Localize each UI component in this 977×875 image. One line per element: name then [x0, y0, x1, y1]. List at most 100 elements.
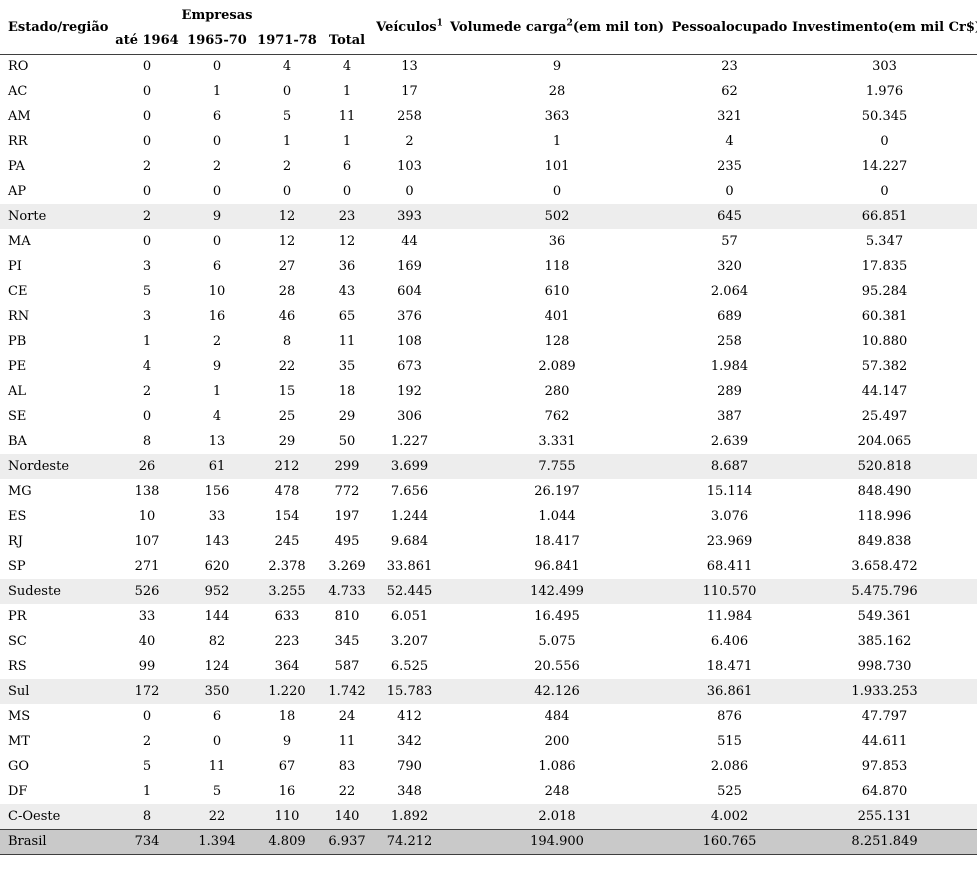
- table-cell: 0: [212, 59, 222, 75]
- table-cell: 525: [717, 784, 742, 799]
- row-label: PE: [8, 359, 27, 374]
- table-cell: 107: [134, 534, 160, 549]
- table-cell: 42.126: [534, 684, 580, 699]
- table-cell: 849.838: [857, 534, 912, 549]
- column-header-volume-carga: Volumede carga2(em mil ton): [447, 2, 668, 55]
- table-cell: 0: [880, 184, 889, 199]
- table-cell: 138: [134, 484, 160, 499]
- table-cell: 44: [401, 234, 418, 249]
- table-cell: 101: [544, 159, 570, 174]
- table-row-rs: RS 99 124 364 587 6.525 20.556 18.471 998.730: [0, 654, 977, 679]
- table-row-norte: Norte 2 9 12 23 393 502 645 66.851: [0, 204, 977, 229]
- table-cell: 60.381: [861, 309, 908, 324]
- table-cell: 620: [204, 559, 230, 574]
- row-label: AM: [8, 109, 31, 124]
- table-cell: 44.147: [861, 384, 908, 399]
- table-cell: 12: [278, 234, 296, 249]
- table-row-pr: PR 33 144 633 810 6.051 16.495 11.984 549.361: [0, 604, 977, 629]
- table-cell: 33.861: [386, 559, 433, 574]
- table-row-am: AM 0 6 5 11 258 363 321 50.345: [0, 104, 977, 129]
- table-cell: 4.733: [328, 584, 366, 599]
- table-cell: 549.361: [857, 609, 912, 624]
- table-cell: 0: [142, 234, 152, 249]
- table-row-mg: MG 138 156 478 772 7.656 26.197 15.114 848.490: [0, 479, 977, 504]
- table-cell: 200: [544, 734, 570, 749]
- veiculos-footnote-marker: 1: [436, 18, 443, 29]
- table-cell: 13: [401, 59, 418, 75]
- table-cell: 99: [138, 659, 156, 674]
- table-cell: 520.818: [857, 459, 912, 474]
- table-cell: 12: [278, 209, 296, 224]
- table-cell: 790: [397, 759, 422, 774]
- table-cell: 526: [134, 584, 160, 599]
- page: Estado/região Empresas Total Veículos1 V…: [0, 2, 977, 855]
- row-label: PI: [8, 259, 22, 274]
- table-cell: 2: [212, 159, 222, 174]
- table-cell: 128: [544, 334, 570, 349]
- row-label: RR: [8, 134, 28, 149]
- table-row-es: ES 10 33 154 197 1.244 1.044 3.076 118.996: [0, 504, 977, 529]
- table-cell: 1.086: [538, 759, 576, 774]
- table-cell: 36: [548, 234, 566, 249]
- volume-carga-footnote-marker: 2: [566, 18, 573, 29]
- table-cell: 587: [334, 659, 360, 674]
- table-cell: 67: [278, 759, 296, 774]
- table-cell: 762: [544, 409, 570, 424]
- table-cell: 8.687: [710, 459, 749, 474]
- row-label: BA: [8, 434, 27, 449]
- table-row-mt: MT 2 0 9 11 342 200 515 44.611: [0, 729, 977, 754]
- table-cell: 50: [338, 434, 356, 449]
- row-label: GO: [8, 759, 30, 774]
- table-cell: 2: [142, 209, 152, 224]
- column-header-veiculos: Veículos1: [372, 2, 448, 55]
- table-cell: 342: [397, 734, 422, 749]
- table-cell: 1.227: [390, 434, 429, 449]
- row-label: AP: [8, 184, 27, 199]
- table-row-rn: RN 3 16 46 65 376 401 689 60.381: [0, 304, 977, 329]
- row-label: RO: [8, 59, 29, 75]
- table-cell: 16: [278, 784, 296, 799]
- table-cell: 9: [212, 359, 222, 374]
- table-cell: 33: [138, 609, 156, 624]
- table-cell: 18: [278, 709, 296, 724]
- table-cell: 15.783: [386, 684, 433, 699]
- table-cell: 156: [204, 484, 230, 499]
- table-cell: 57.382: [861, 359, 908, 374]
- table-row-df: DF 1 5 16 22 348 248 525 64.870: [0, 779, 977, 804]
- table-row-go: GO 5 11 67 83 790 1.086 2.086 97.853: [0, 754, 977, 779]
- table-header: Estado/região Empresas Total Veículos1 V…: [0, 2, 977, 55]
- table-cell: 143: [204, 534, 230, 549]
- table-cell: 0: [212, 184, 222, 199]
- table-cell: 47.797: [861, 709, 908, 724]
- table-row-al: AL 2 1 15 18 192 280 289 44.147: [0, 379, 977, 404]
- table-cell: 280: [544, 384, 570, 399]
- table-cell: 22: [278, 359, 296, 374]
- table-cell: 3: [142, 309, 152, 324]
- table-cell: 18.417: [534, 534, 580, 549]
- table-cell: 40: [138, 634, 156, 649]
- row-label: RJ: [8, 534, 23, 549]
- table-cell: 0: [212, 734, 222, 749]
- table-cell: 0: [142, 409, 152, 424]
- table-cell: 1.976: [865, 84, 904, 99]
- table-cell: 348: [397, 784, 422, 799]
- table-cell: 154: [274, 509, 300, 524]
- table-row-ac: AC 0 1 0 1 17 28 62 1.976: [0, 79, 977, 104]
- table-cell: 68.411: [706, 559, 753, 574]
- table-cell: 248: [544, 784, 570, 799]
- table-cell: 271: [134, 559, 160, 574]
- column-header-1971-78: 1971-78: [252, 28, 323, 55]
- table-cell: 7.755: [538, 459, 576, 474]
- table-cell: 197: [334, 509, 360, 524]
- table-cell: 0: [405, 184, 414, 199]
- table-cell: 401: [544, 309, 570, 324]
- row-label: MT: [8, 734, 30, 749]
- table-cell: 3.076: [710, 509, 749, 524]
- table-cell: 633: [274, 609, 300, 624]
- table-cell: 82: [208, 634, 226, 649]
- table-cell: 1: [282, 134, 292, 149]
- table-cell: 0: [142, 134, 152, 149]
- table-cell: 6: [212, 709, 222, 724]
- table-cell: 11: [338, 334, 356, 349]
- table-cell: 11.984: [706, 609, 753, 624]
